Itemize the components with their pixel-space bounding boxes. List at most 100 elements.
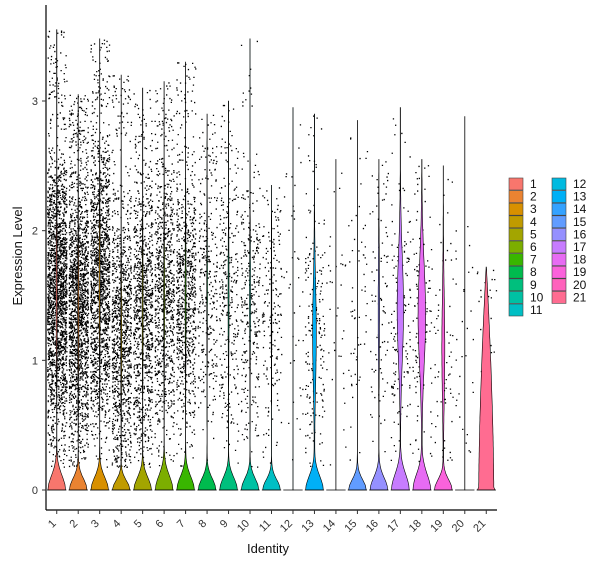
legend-label: 14 [573,202,587,216]
x-tick-label: 11 [257,518,274,535]
legend-label: 17 [573,240,587,254]
points-layer [47,30,498,468]
x-tick-label: 1 [46,518,59,531]
violin-shape [219,100,238,491]
legend-swatch [508,215,524,229]
violin-shape [434,165,453,491]
legend-label: 9 [530,278,537,292]
legend-item-17: 17 [551,240,587,254]
violin-shape [262,185,281,491]
violin-shape [90,38,109,491]
legend-item-1: 1 [508,177,537,191]
y-tick-label: 3 [32,96,38,108]
x-tick-label: 2 [68,518,81,531]
legend-label: 10 [530,290,544,304]
points-path [219,104,240,464]
points-path [47,30,68,468]
points-cluster-11 [261,187,283,464]
violin-shape [240,38,260,491]
violin-shape [176,61,195,491]
legend-swatch [551,278,567,292]
violin-layer [47,29,496,491]
legend-item-19: 19 [551,265,587,279]
legend-item-4: 4 [508,215,537,229]
violin-shape [197,113,217,491]
violin-6 [154,81,174,491]
x-tick-label: 8 [196,518,209,531]
violin-shape [69,94,88,491]
points-cluster-7 [175,62,197,467]
legend-item-5: 5 [508,227,537,241]
legend-label: 8 [530,265,537,279]
legend-swatch [551,202,567,216]
legend-swatch [551,265,567,279]
legend-swatch [551,240,567,254]
points-path [348,137,369,461]
x-tick-label: 6 [153,518,166,531]
y-tick-label: 0 [32,485,38,497]
legend-swatch [551,215,567,229]
violin-1 [47,29,67,491]
violin-shape [47,29,66,491]
legend-label: 16 [573,227,587,241]
x-tick-label: 15 [342,518,359,535]
legend-swatch [508,177,524,191]
violin-shape [133,87,152,491]
legend-item-3: 3 [508,202,537,216]
legend-item-14: 14 [551,202,587,216]
violin-14 [326,159,346,491]
legend-swatch [508,240,524,254]
points-cluster-13 [304,115,326,467]
legend-swatch [508,228,524,241]
legend-swatch [551,228,567,241]
x-tick-label: 16 [364,518,381,535]
legend-label: 7 [530,253,537,267]
violin-20 [455,116,475,491]
violin-15 [347,120,368,491]
violin-18 [412,159,432,491]
legend-item-16: 16 [551,227,587,241]
legend-label: 21 [573,290,587,304]
violin-shape [348,120,367,491]
violin-13 [304,113,325,491]
legend-swatch [551,190,567,203]
violin-shape [111,74,131,491]
violin-10 [240,38,260,491]
legend-swatch [508,291,524,304]
points-path [304,115,326,467]
legend-label: 15 [573,215,587,229]
points-path [111,75,133,468]
legend-label: 13 [573,190,587,204]
violin-11 [261,185,282,491]
violin-shape [412,159,432,491]
violin-9 [218,100,239,491]
legend-item-7: 7 [508,253,537,267]
legend-label: 3 [530,202,537,216]
x-tick-label: 7 [175,518,188,531]
violin-2 [68,94,88,491]
points-cluster-1 [47,30,68,468]
legend-label: 12 [573,177,587,191]
points-path [326,172,347,466]
violin-5 [132,87,153,491]
x-tick-label: 5 [132,518,145,531]
points-cluster-14 [326,172,347,466]
violin-8 [197,113,217,491]
y-tick-label: 1 [32,355,38,367]
x-tick-label: 3 [89,518,102,531]
legend-swatch [551,291,567,304]
legend-swatch [508,278,524,292]
points-cluster-12 [283,124,304,461]
legend-swatch [508,202,524,216]
x-tick-label: 9 [218,518,231,531]
violin-3 [90,38,110,491]
x-tick-label: 21 [471,518,488,535]
x-tick-label: 10 [235,518,252,535]
legend-swatch [508,253,524,266]
legend-label: 6 [530,240,537,254]
legend-swatch [551,253,567,266]
violin-19 [433,165,453,491]
violin-shape [369,159,389,491]
legend-item-6: 6 [508,240,537,254]
